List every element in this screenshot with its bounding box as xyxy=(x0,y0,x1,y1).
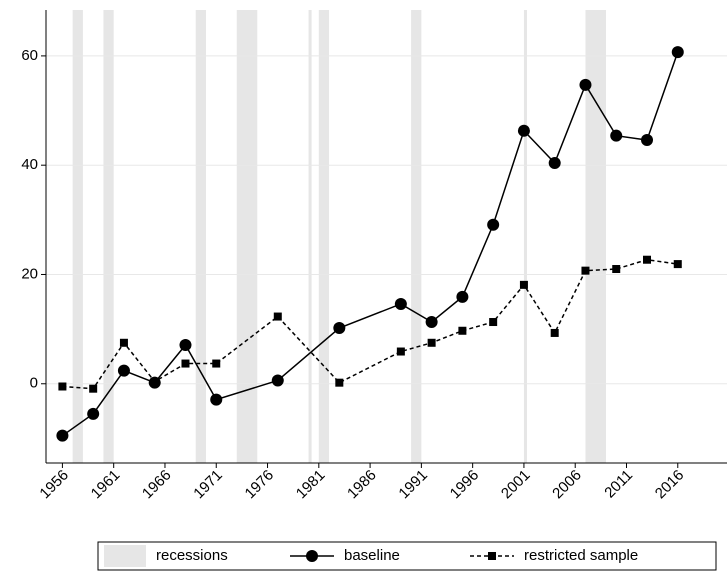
x-tick-label: 2006 xyxy=(549,467,585,503)
point xyxy=(425,316,438,329)
point xyxy=(671,46,684,59)
x-tick-label: 1971 xyxy=(190,467,226,503)
y-tick-label: 60 xyxy=(21,47,38,64)
point xyxy=(179,338,192,351)
point xyxy=(489,318,498,327)
point xyxy=(550,328,559,337)
point xyxy=(271,374,284,387)
recession-band xyxy=(411,10,422,463)
x-tick-label: 1996 xyxy=(447,467,483,503)
x-tick-label: 1981 xyxy=(293,467,329,503)
point xyxy=(673,260,682,269)
y-tick-label: 20 xyxy=(21,265,38,282)
legend: recessions baseline restricted sample xyxy=(97,541,717,571)
recession-band xyxy=(318,10,330,463)
point xyxy=(117,364,130,377)
point xyxy=(487,218,500,231)
point xyxy=(58,382,67,391)
legend-label: restricted sample xyxy=(524,547,638,564)
point xyxy=(581,266,590,275)
x-tick-label: 1961 xyxy=(88,467,124,503)
point xyxy=(641,134,654,147)
x-tick-label: 1986 xyxy=(344,467,380,503)
point xyxy=(119,338,128,347)
series-line xyxy=(62,258,678,390)
x-tick-label: 2016 xyxy=(652,467,688,503)
recession-band xyxy=(72,10,83,463)
x-tick-label: 1966 xyxy=(139,467,175,503)
point xyxy=(150,377,159,386)
point xyxy=(394,297,407,310)
point xyxy=(335,378,344,387)
point xyxy=(87,407,100,420)
legend-marker xyxy=(306,550,318,562)
recession-band xyxy=(103,10,114,463)
point xyxy=(56,429,69,442)
x-tick-label: 2001 xyxy=(498,467,534,503)
legend-swatch xyxy=(104,545,146,567)
point xyxy=(396,347,405,356)
point xyxy=(427,338,436,347)
point xyxy=(519,280,528,289)
point xyxy=(333,322,346,335)
point xyxy=(548,157,561,170)
point xyxy=(458,326,467,335)
y-tick-label: 0 xyxy=(30,375,38,392)
recession-band xyxy=(195,10,206,463)
recession-band xyxy=(523,10,528,463)
y-tick-label: 40 xyxy=(21,156,38,173)
point xyxy=(517,124,530,137)
point xyxy=(643,255,652,264)
legend-marker xyxy=(488,552,496,560)
point xyxy=(456,290,469,303)
point xyxy=(212,359,221,368)
x-tick-label: 1991 xyxy=(395,467,431,503)
point xyxy=(210,393,223,406)
x-tick-label: 2011 xyxy=(601,467,636,502)
legend-label: recessions xyxy=(156,547,228,564)
point xyxy=(89,384,98,393)
point xyxy=(579,78,592,91)
legend-label: baseline xyxy=(344,547,400,564)
point xyxy=(612,265,621,274)
x-tick-label: 1976 xyxy=(242,467,278,503)
recession-band xyxy=(308,10,312,463)
legend-box xyxy=(97,541,717,571)
recession-band xyxy=(585,10,606,463)
x-tick-label: 1956 xyxy=(36,467,72,503)
recession-band xyxy=(236,10,258,463)
point xyxy=(610,129,623,142)
point xyxy=(273,312,282,321)
point xyxy=(181,359,190,368)
